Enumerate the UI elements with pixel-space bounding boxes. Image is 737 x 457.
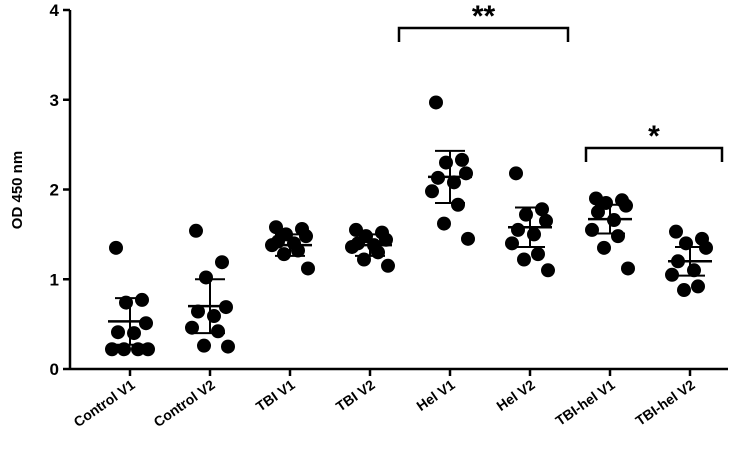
data-point <box>621 261 635 276</box>
data-point <box>665 267 679 282</box>
data-point <box>459 166 473 181</box>
data-point <box>531 247 545 262</box>
data-point <box>215 255 229 270</box>
x-tick-label: TBI-hel V1 <box>552 376 617 428</box>
data-point <box>611 229 625 244</box>
significance-bracket <box>584 146 724 162</box>
x-tick-label: TBI V2 <box>333 376 378 414</box>
x-tick-label: Hel V2 <box>493 376 537 414</box>
data-point <box>269 220 283 235</box>
data-point <box>291 243 305 258</box>
data-point <box>277 247 291 262</box>
data-point <box>185 320 199 335</box>
data-point <box>591 204 605 219</box>
x-tick-label: TBI-hel V2 <box>632 376 697 428</box>
x-tick-label: Control V2 <box>151 376 218 430</box>
data-point <box>109 240 123 255</box>
data-point <box>451 197 465 212</box>
data-point <box>191 304 205 319</box>
data-point <box>455 152 469 167</box>
data-point <box>301 261 315 276</box>
x-tick-label: Control V1 <box>71 376 138 430</box>
y-tick-label: 3 <box>50 91 59 110</box>
data-point <box>541 263 555 278</box>
significance-label: ** <box>472 0 496 33</box>
data-point <box>189 223 203 238</box>
y-tick-label: 1 <box>50 270 59 289</box>
data-point <box>357 252 371 267</box>
data-point <box>299 229 313 244</box>
data-point <box>437 216 451 231</box>
data-point <box>505 236 519 251</box>
y-tick-label: 4 <box>50 1 60 20</box>
data-point <box>509 166 523 181</box>
data-point <box>699 240 713 255</box>
x-tick-label: TBI V1 <box>253 376 298 414</box>
data-point <box>111 325 125 340</box>
data-point <box>691 279 705 294</box>
data-point <box>381 258 395 273</box>
data-point <box>197 338 211 353</box>
y-tick-label: 2 <box>50 181 59 200</box>
data-point <box>597 240 611 255</box>
data-point <box>511 222 525 237</box>
data-point <box>585 222 599 237</box>
data-point <box>677 283 691 298</box>
data-point <box>379 232 393 247</box>
y-axis-label: OD 450 nm <box>9 151 26 229</box>
significance-bracket <box>397 26 570 42</box>
data-point <box>461 231 475 246</box>
data-point <box>539 213 553 228</box>
data-point <box>517 252 531 267</box>
data-point <box>669 224 683 239</box>
significance-label: * <box>648 120 660 153</box>
x-tick-label: Hel V1 <box>413 376 457 414</box>
data-point <box>429 95 443 110</box>
data-point <box>139 316 153 331</box>
data-point <box>135 292 149 307</box>
data-point <box>211 324 225 339</box>
data-point <box>535 202 549 217</box>
y-tick-label: 0 <box>50 360 59 379</box>
data-point <box>425 184 439 199</box>
data-point <box>345 239 359 254</box>
data-point <box>619 198 633 213</box>
data-point <box>221 339 235 354</box>
data-point <box>371 245 385 260</box>
